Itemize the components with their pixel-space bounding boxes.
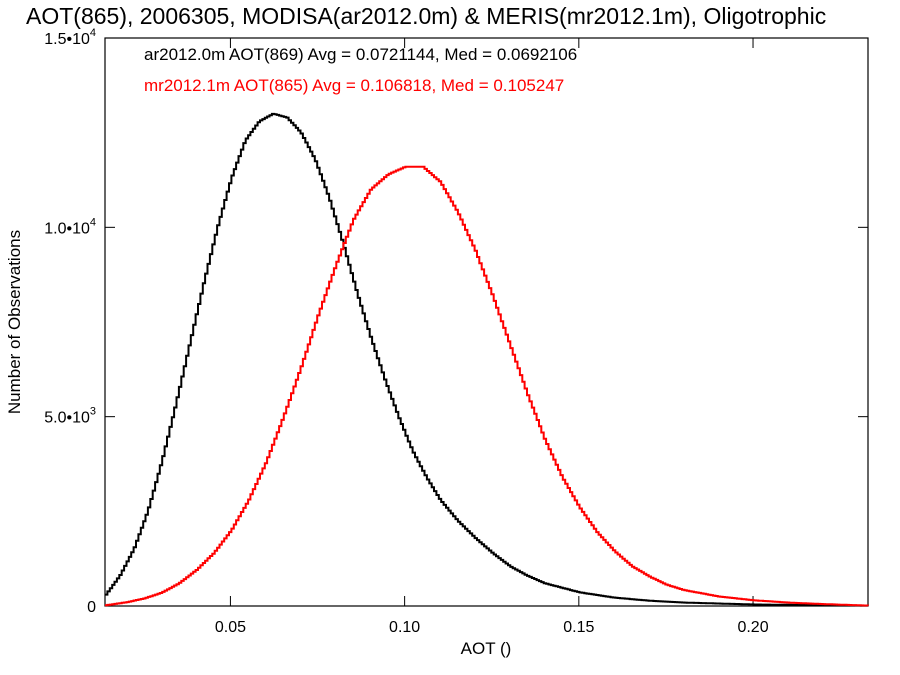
- y-tick-label: 1.5•104: [44, 27, 96, 48]
- y-tick-label: 0: [87, 599, 96, 616]
- series-lines: [105, 112, 869, 607]
- series-line-1: [105, 165, 869, 607]
- y-tick-label: 1.0•104: [44, 216, 96, 237]
- legend-entry-mr2012: mr2012.1m AOT(865) Avg = 0.106818, Med =…: [144, 76, 564, 95]
- x-tick-label: 0.20: [737, 619, 768, 636]
- plot-frame: [104, 37, 869, 607]
- series-line-0: [105, 112, 868, 607]
- y-axis-label: Number of Observations: [5, 230, 24, 414]
- x-tick-label: 0.10: [389, 619, 420, 636]
- axis-ticks: 0.05 0.10 0.15 0.20 0 5.0•103 1.0•104 1.5•104: [44, 27, 868, 636]
- legend: ar2012.0m AOT(869) Avg = 0.0721144, Med …: [144, 45, 577, 95]
- x-tick-label: 0.15: [563, 619, 594, 636]
- x-tick-label: 0.05: [215, 619, 246, 636]
- legend-entry-ar2012: ar2012.0m AOT(869) Avg = 0.0721144, Med …: [144, 45, 577, 64]
- chart-title: AOT(865), 2006305, MODISA(ar2012.0m) & M…: [26, 3, 826, 29]
- x-axis-label: AOT (): [461, 639, 512, 658]
- y-tick-label: 5.0•103: [44, 406, 96, 427]
